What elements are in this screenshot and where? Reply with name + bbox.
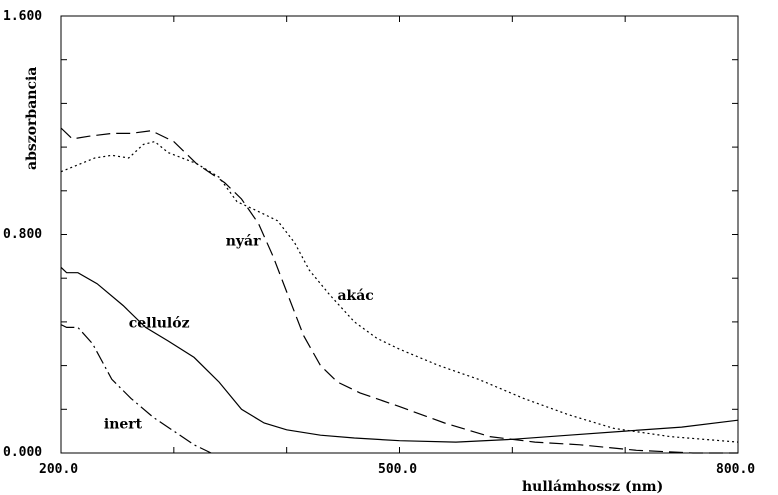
series-label-3: inert (104, 416, 143, 432)
series-line-0 (60, 140, 739, 443)
series-group (60, 127, 739, 454)
y-tick-label-mid: 0.800 (3, 227, 42, 242)
series-line-2 (60, 266, 739, 443)
x-tick-label-min: 200.0 (39, 462, 78, 477)
x-tick-label-mid: 500.0 (378, 462, 417, 477)
plot-frame (60, 15, 739, 454)
series-line-3 (60, 324, 212, 454)
series-line-1 (60, 127, 738, 454)
series-labels: akác nyár cellulóz inert (104, 233, 374, 432)
series-label-2: cellulóz (129, 315, 190, 331)
x-axis-title: hullámhossz (nm) (522, 479, 663, 495)
y-tick-label-max: 1.600 (3, 9, 42, 24)
y-tick-label-min: 0.000 (3, 445, 42, 460)
axis-ticks (61, 16, 738, 453)
y-axis-title: abszorbancia (24, 67, 40, 170)
series-label-0: akác (337, 288, 373, 304)
series-label-1: nyár (226, 233, 261, 249)
x-tick-label-max: 800.0 (716, 462, 755, 477)
